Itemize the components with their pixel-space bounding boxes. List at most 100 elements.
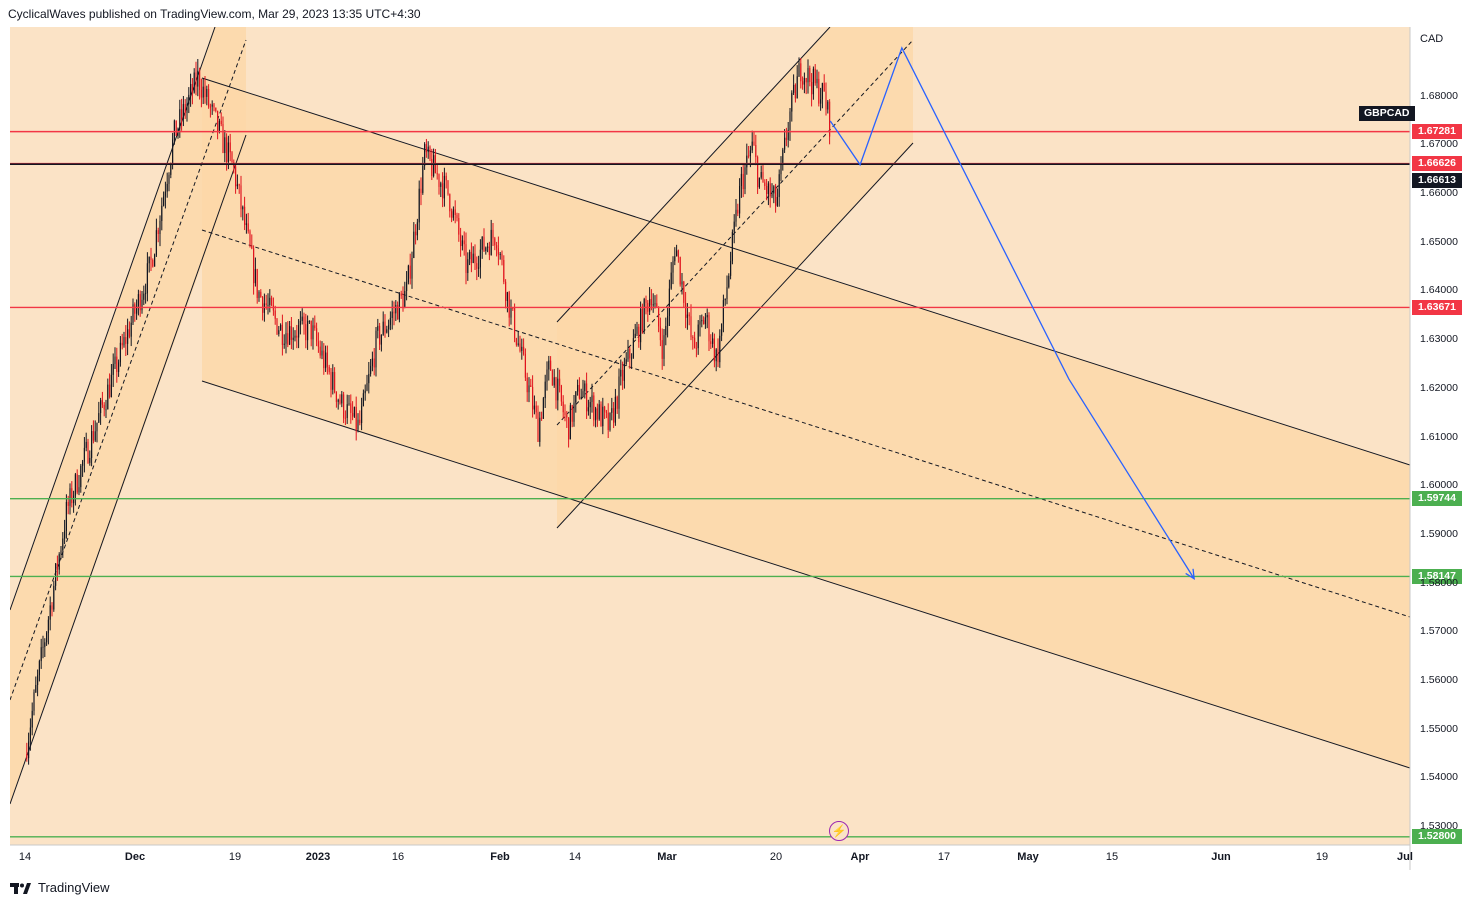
candle-body-82	[173, 120, 175, 140]
candle-body-168	[328, 366, 330, 373]
candle-body-254	[483, 236, 485, 251]
candle-body-251	[478, 267, 480, 269]
candle-body-164	[321, 350, 323, 356]
y-tick-label: 1.60000	[1420, 479, 1458, 492]
candle-body-327	[614, 396, 616, 423]
candle-body-67	[146, 263, 148, 294]
candle-body-216	[415, 231, 417, 236]
candle-body-380	[710, 341, 712, 344]
candle-body-231	[442, 183, 444, 199]
x-tick-label: 16	[391, 851, 405, 863]
price-tag-1.67281: 1.67281	[1412, 124, 1462, 140]
candle-body-234	[447, 180, 449, 195]
candle-body-69	[150, 256, 152, 261]
candle-body-339	[636, 326, 638, 334]
candle-body-311	[586, 383, 588, 412]
lightning-icon[interactable]: ⚡	[829, 821, 849, 841]
candle-body-172	[335, 391, 337, 402]
uptrend-channel-2-median-line[interactable]	[556, 39, 914, 426]
candle-body-342	[641, 308, 643, 332]
x-tick-label: 17	[937, 851, 951, 863]
candle-body-36	[91, 431, 93, 458]
candle-body-62	[137, 294, 139, 307]
candle-body-443	[823, 83, 825, 92]
candle-body-371	[694, 337, 696, 349]
candle-body-161	[316, 328, 318, 342]
candle-body-420	[782, 149, 784, 165]
candle-body-192	[371, 358, 373, 366]
candle-body-173	[337, 399, 339, 402]
candle-body-360	[674, 256, 676, 262]
candle-body-384	[717, 349, 719, 363]
candle-body-237	[452, 209, 454, 218]
candle-body-176	[343, 394, 345, 418]
candle-body-353	[661, 340, 663, 359]
candle-body-44	[105, 409, 107, 411]
y-tick-label: 1.62000	[1420, 381, 1458, 394]
candle-body-104	[213, 104, 215, 108]
candle-body-223	[427, 146, 429, 153]
x-tick-label: 14	[568, 851, 582, 863]
candle-body-122	[245, 223, 247, 225]
candle-body-210	[404, 290, 406, 309]
candle-body-322	[605, 411, 607, 413]
candle-body-309	[582, 391, 584, 397]
uptrend-channel-1-median-line[interactable]	[10, 39, 247, 701]
candle-body-291	[550, 360, 552, 371]
candle-body-163	[319, 346, 321, 356]
candle-body-191	[370, 365, 372, 374]
candle-body-317	[596, 408, 598, 420]
x-tick-label: 2023	[305, 851, 331, 863]
candle-body-228	[436, 173, 438, 175]
candle-body-406	[757, 157, 759, 188]
price-tag-1.66626: 1.66626	[1412, 156, 1462, 171]
uptrend-channel-1-upper-line[interactable]	[10, 27, 216, 611]
candle-body-198	[382, 321, 384, 335]
candle-body-105	[215, 107, 217, 111]
candle-body-346	[649, 299, 651, 312]
candle-body-72	[155, 230, 157, 255]
candle-body-441	[820, 99, 822, 104]
x-tick-label: 19	[1315, 851, 1329, 863]
candle-body-11	[46, 632, 48, 643]
candle-body-241	[460, 234, 462, 247]
downtrend-channel-lower-line[interactable]	[201, 380, 1410, 769]
projection-path[interactable]	[829, 46, 1195, 580]
candle-body-274	[519, 343, 521, 351]
candle-body-117	[236, 184, 238, 187]
candle-body-403	[751, 141, 753, 151]
candle-body-294	[555, 377, 557, 401]
candle-body-71	[154, 254, 156, 267]
candle-body-351	[658, 306, 660, 327]
candle-body-130	[260, 291, 262, 298]
candle-body-248	[472, 253, 474, 264]
candle-body-201	[388, 324, 390, 330]
candle-body-169	[330, 372, 332, 390]
candle-body-27	[74, 474, 76, 496]
candle-body-236	[451, 211, 453, 218]
candle-body-37	[92, 431, 94, 441]
candle-body-113	[229, 142, 231, 153]
candle-body-417	[776, 197, 778, 206]
currency-label: CAD	[1420, 33, 1444, 45]
uptrend-channel-2-lower-line[interactable]	[556, 142, 914, 529]
y-tick-label: 1.58000	[1420, 576, 1458, 589]
candle-body-326	[613, 408, 615, 423]
candle-body-256	[487, 246, 489, 248]
x-tick-label: Dec	[124, 851, 146, 863]
candle-body-178	[346, 404, 348, 418]
candle-body-328	[616, 396, 618, 409]
uptrend-channel-2-upper-line[interactable]	[556, 27, 831, 323]
downtrend-channel-upper-line[interactable]	[201, 77, 1410, 466]
candle-body-393	[733, 221, 735, 232]
uptrend-channel-1-lower-line[interactable]	[10, 134, 247, 805]
candle-body-165	[323, 350, 325, 369]
candle-body-120	[242, 206, 244, 210]
candle-body-78	[166, 183, 168, 192]
candle-body-240	[458, 218, 460, 235]
candle-body-226	[433, 155, 435, 176]
candle-body-235	[449, 194, 451, 212]
candle-body-359	[672, 261, 674, 273]
candle-body-140	[278, 330, 280, 335]
